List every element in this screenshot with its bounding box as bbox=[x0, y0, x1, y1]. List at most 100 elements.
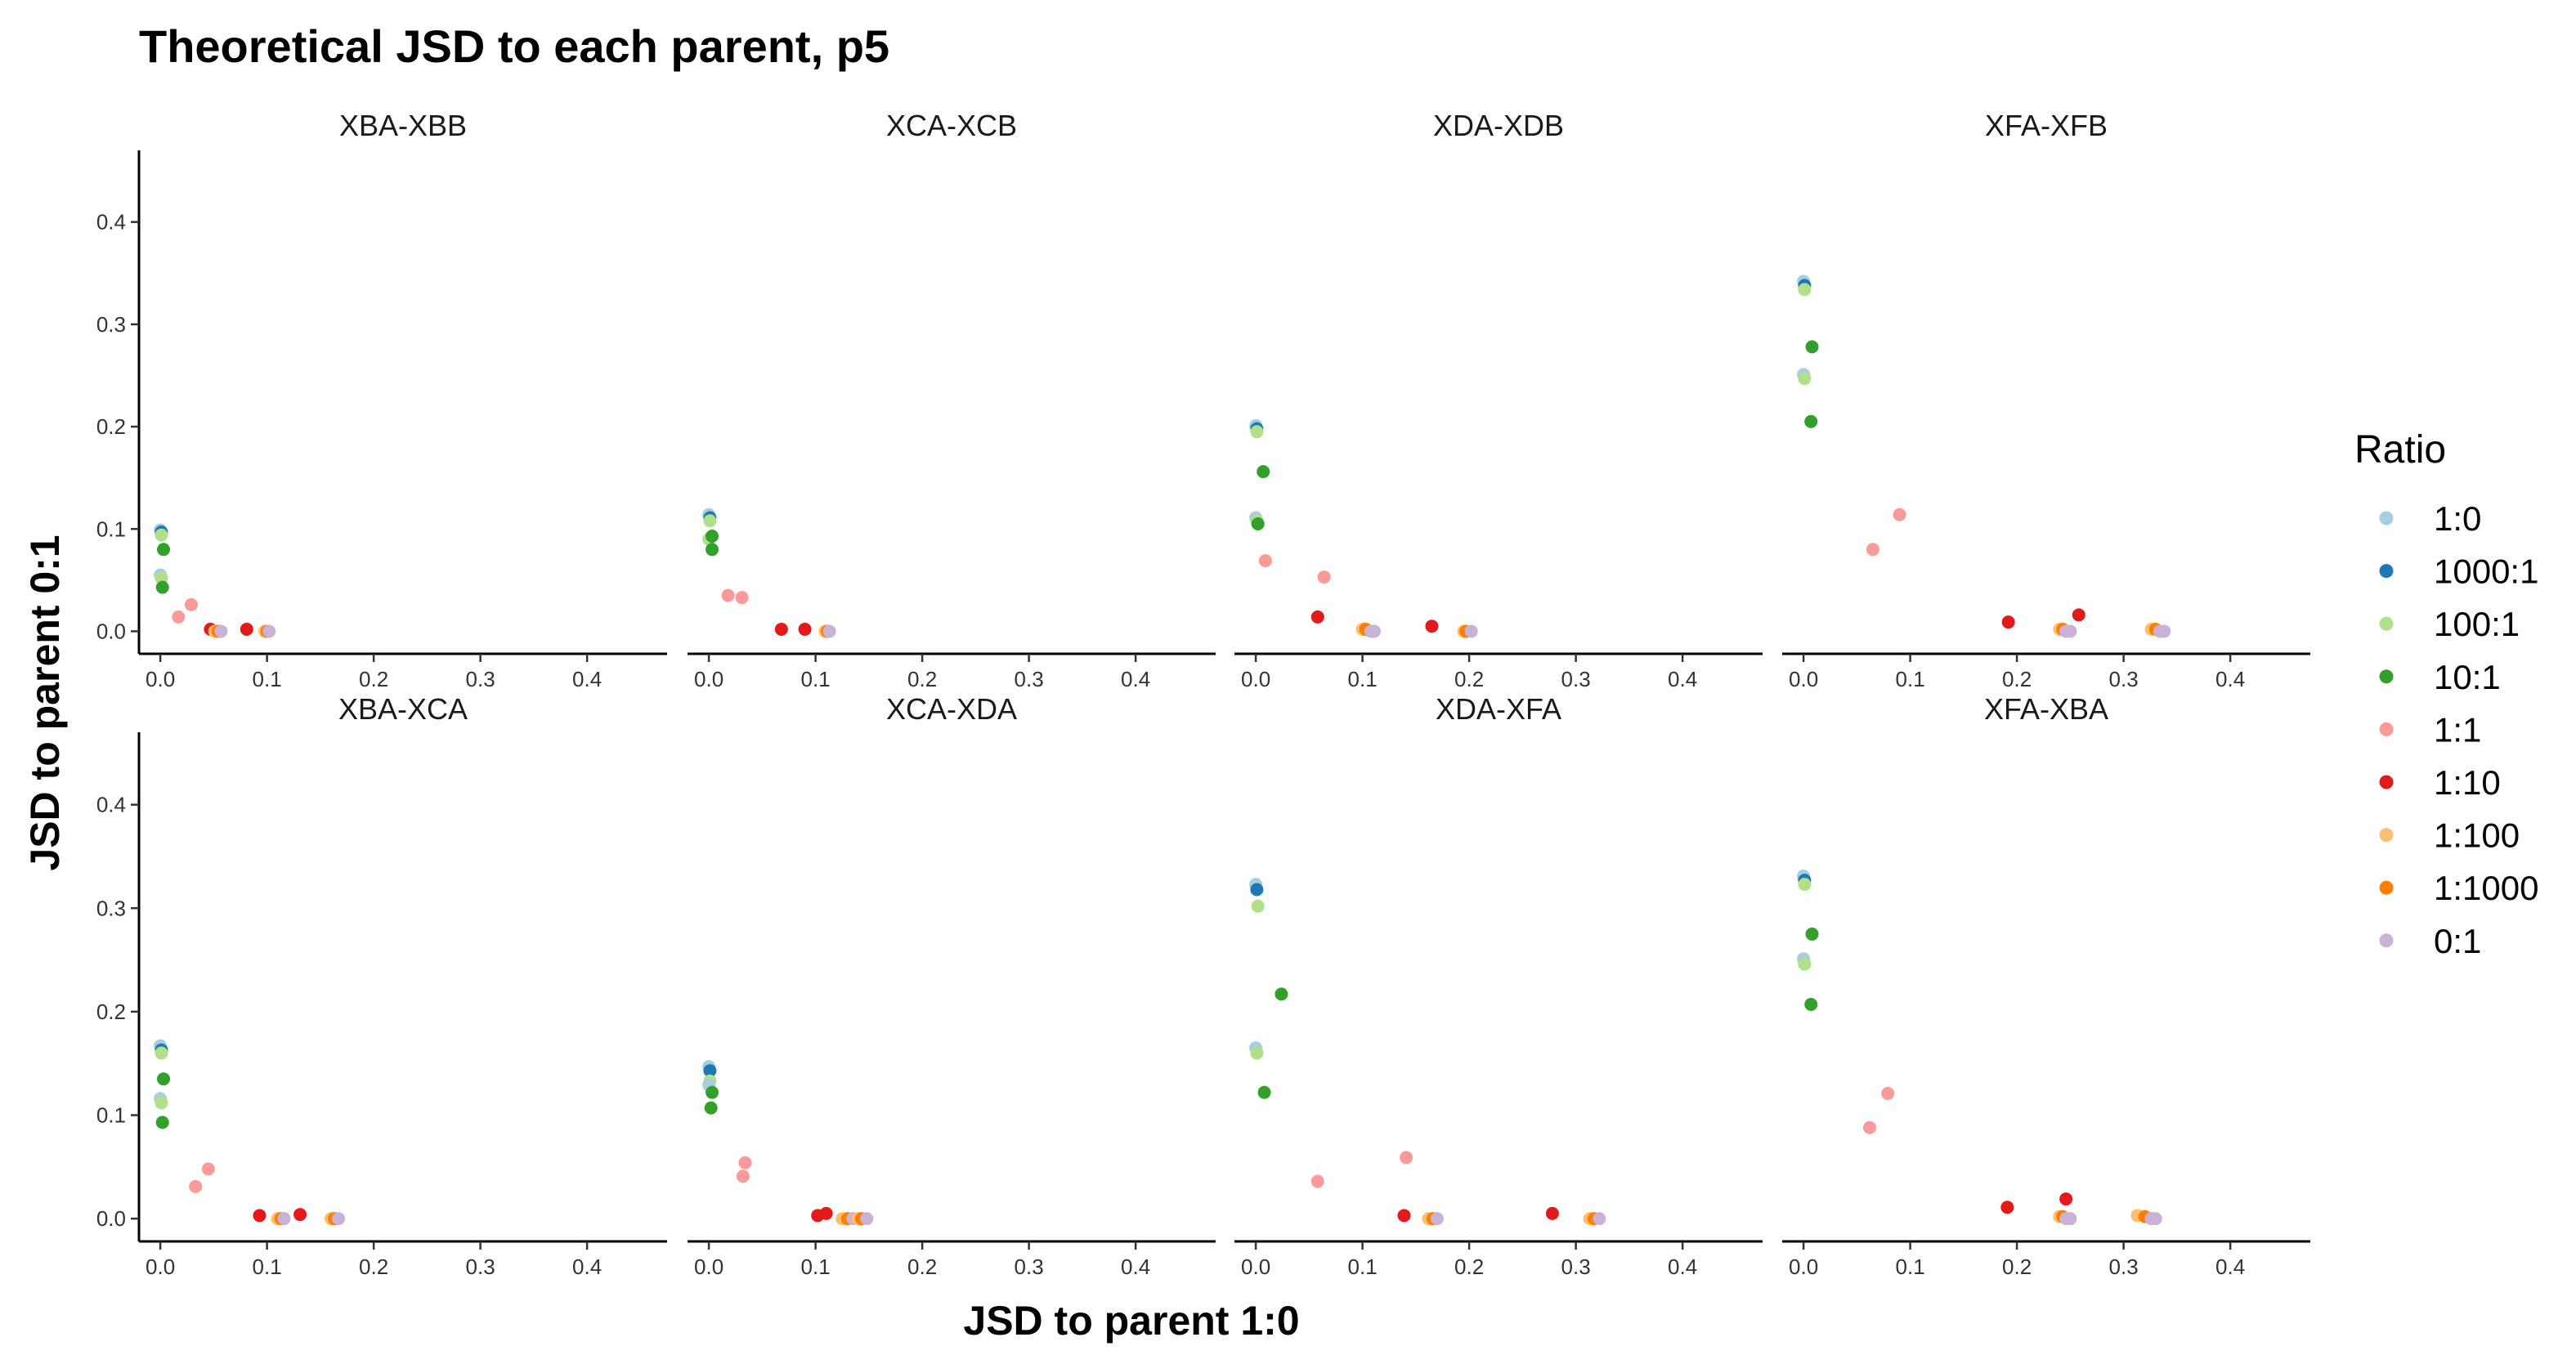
legend-key bbox=[2379, 564, 2394, 579]
data-point bbox=[1250, 425, 1264, 439]
x-tick-label: 0.3 bbox=[1561, 667, 1591, 691]
y-axis-title: JSD to parent 0:1 bbox=[22, 534, 68, 870]
data-point bbox=[721, 588, 735, 602]
x-tick-label: 0.0 bbox=[694, 1254, 724, 1279]
data-point bbox=[155, 528, 168, 542]
legend-label: 1:1 bbox=[2434, 710, 2481, 749]
data-point bbox=[703, 514, 717, 528]
data-point bbox=[1798, 878, 1812, 892]
x-tick-label: 0.3 bbox=[1015, 1254, 1044, 1279]
x-tick-label: 0.2 bbox=[359, 667, 388, 691]
panel-strip-label: XBA-XBB bbox=[339, 109, 467, 142]
data-point bbox=[262, 624, 276, 638]
x-tick-label: 0.0 bbox=[146, 667, 175, 691]
y-tick-label: 0.0 bbox=[96, 1206, 126, 1231]
data-point bbox=[1593, 1212, 1606, 1226]
x-tick-label: 0.3 bbox=[2109, 667, 2139, 691]
data-point bbox=[2063, 624, 2077, 638]
data-point bbox=[1464, 624, 1478, 638]
x-tick-label: 0.3 bbox=[2109, 1254, 2139, 1279]
data-point bbox=[155, 580, 169, 594]
data-point bbox=[1866, 543, 1879, 557]
y-tick-label: 0.3 bbox=[96, 896, 126, 920]
x-tick-label: 0.2 bbox=[2002, 667, 2032, 691]
data-point bbox=[1798, 283, 1812, 297]
panel-xda-xdb: XDA-XDB 0.0 0.1 0.2 0.3 0.4 bbox=[1234, 109, 1763, 691]
data-point bbox=[332, 1212, 346, 1226]
data-point bbox=[1545, 1206, 1559, 1220]
data-point bbox=[172, 610, 186, 624]
data-point bbox=[1251, 517, 1265, 530]
x-tick-label: 0.1 bbox=[1348, 1254, 1378, 1279]
x-tick-label: 0.2 bbox=[907, 667, 937, 691]
data-point bbox=[155, 1046, 168, 1060]
data-point bbox=[214, 624, 228, 638]
data-point bbox=[704, 1101, 718, 1115]
data-point bbox=[706, 1085, 719, 1099]
x-tick-label: 0.4 bbox=[572, 1254, 602, 1279]
data-point bbox=[819, 1206, 833, 1220]
y-tick-label: 0.1 bbox=[96, 1103, 126, 1128]
panel-strip-label: XDA-XDB bbox=[1433, 109, 1564, 142]
data-point bbox=[157, 543, 171, 557]
data-point bbox=[184, 597, 198, 611]
data-point bbox=[1400, 1151, 1413, 1165]
y-tick-label: 0.0 bbox=[96, 619, 126, 643]
x-axis-title: JSD to parent 1:0 bbox=[963, 1298, 1299, 1344]
data-point bbox=[703, 1064, 717, 1078]
data-point bbox=[1310, 610, 1324, 624]
x-tick-label: 0.3 bbox=[466, 1254, 495, 1279]
data-point bbox=[774, 622, 788, 636]
data-point bbox=[1893, 508, 1906, 521]
x-tick-label: 0.2 bbox=[907, 1254, 937, 1279]
x-tick-label: 0.0 bbox=[1241, 1254, 1270, 1279]
data-point bbox=[1798, 957, 1812, 971]
legend-key bbox=[2379, 880, 2394, 895]
x-tick-label: 0.3 bbox=[1561, 1254, 1591, 1279]
data-point bbox=[2059, 1192, 2073, 1206]
legend-label: 1:100 bbox=[2434, 816, 2520, 855]
legend-label: 10:1 bbox=[2434, 658, 2501, 696]
data-point bbox=[240, 622, 253, 636]
data-point bbox=[2001, 615, 2015, 629]
data-point bbox=[1805, 927, 1819, 941]
data-point bbox=[1798, 372, 1812, 386]
x-tick-label: 0.1 bbox=[801, 667, 831, 691]
data-point bbox=[155, 1116, 169, 1129]
x-tick-label: 0.0 bbox=[694, 667, 724, 691]
data-point bbox=[253, 1209, 267, 1223]
data-point bbox=[201, 1162, 215, 1176]
x-tick-label: 0.4 bbox=[2215, 667, 2245, 691]
data-point bbox=[2157, 624, 2171, 638]
legend-key bbox=[2379, 616, 2394, 631]
data-point bbox=[1804, 414, 1818, 428]
data-point bbox=[738, 1156, 752, 1169]
panel-strip-label: XFA-XFB bbox=[1985, 109, 2108, 142]
x-tick-label: 0.2 bbox=[359, 1254, 388, 1279]
x-tick-label: 0.3 bbox=[466, 667, 495, 691]
y-tick-label: 0.2 bbox=[96, 414, 126, 439]
legend-label: 100:1 bbox=[2434, 605, 2520, 643]
legend-label: 1000:1 bbox=[2434, 552, 2538, 591]
x-tick-label: 0.4 bbox=[1668, 667, 1697, 691]
data-point bbox=[706, 530, 719, 543]
y-tick-label: 0.3 bbox=[96, 312, 126, 337]
legend-title: Ratio bbox=[2354, 428, 2446, 472]
panel-xba-xca: XBA-XCA 0.0 0.1 0.2 0.3 0.4 0.0 0.1 0.2 0.3 0.4 bbox=[96, 692, 667, 1279]
legend-label: 1:10 bbox=[2434, 763, 2501, 802]
y-tick-label: 0.4 bbox=[96, 210, 126, 235]
data-point bbox=[1317, 570, 1331, 584]
data-point bbox=[1430, 1212, 1444, 1226]
data-point bbox=[1367, 624, 1381, 638]
data-point bbox=[2000, 1201, 2014, 1214]
legend-key bbox=[2379, 669, 2394, 684]
panel-xda-xfa: XDA-XFA 0.0 0.1 0.2 0.3 0.4 bbox=[1234, 692, 1763, 1279]
legend-key bbox=[2379, 511, 2394, 525]
data-point bbox=[1863, 1120, 1877, 1134]
x-tick-label: 0.0 bbox=[1241, 667, 1270, 691]
x-tick-label: 0.0 bbox=[146, 1254, 175, 1279]
x-tick-label: 0.1 bbox=[253, 667, 282, 691]
x-tick-label: 0.4 bbox=[572, 667, 602, 691]
panel-xba-xbb: XBA-XBB 0.0 0.1 0.2 0.3 0.4 0.0 0.1 0.2 0.3 0.4 bbox=[96, 109, 667, 691]
data-point bbox=[735, 591, 749, 605]
